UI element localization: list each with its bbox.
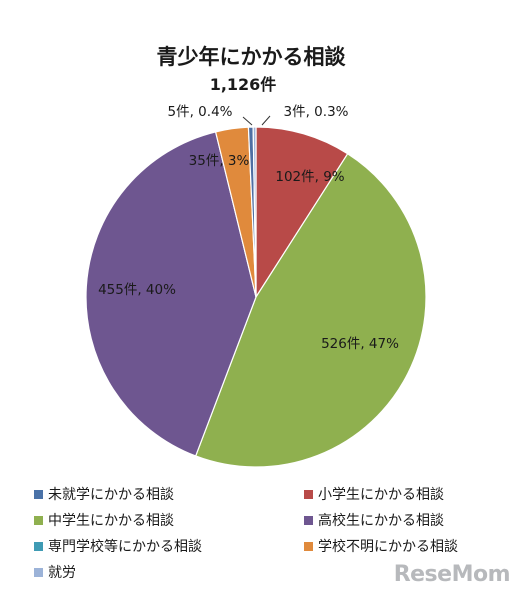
pie-slice	[85, 131, 257, 457]
legend-swatch	[34, 516, 43, 525]
legend-swatch	[34, 542, 43, 551]
data-labels: 102件, 9% 526件, 47% 455件, 40% 35件, 3% 5件, 0.4…	[98, 104, 399, 352]
chart-subtitle: 1,126件	[210, 75, 277, 94]
legend-label: 小学生にかかる相談	[318, 487, 444, 503]
legend-label: 学校不明にかかる相談	[318, 538, 458, 555]
chart-title: 青少年にかかる相談	[157, 45, 347, 69]
legend-item: 未就学にかかる相談	[34, 487, 174, 503]
data-label: 102件, 9%	[275, 169, 344, 185]
legend-item: 就労	[34, 565, 76, 581]
pie-slice	[255, 126, 349, 300]
data-label: 5件, 0.4%	[168, 104, 233, 120]
legend-swatch	[304, 516, 313, 525]
legend-label: 高校生にかかる相談	[318, 512, 444, 529]
legend-item: 高校生にかかる相談	[304, 512, 444, 529]
pie-slice	[194, 152, 427, 468]
leader-line	[242, 116, 253, 126]
legend-item: 学校不明にかかる相談	[304, 538, 458, 555]
data-label: 455件, 40%	[98, 282, 176, 298]
legend-swatch	[34, 568, 43, 577]
leader-lines	[242, 115, 271, 126]
leader-line	[261, 115, 271, 126]
legend-label: 中学生にかかる相談	[48, 513, 174, 529]
legend-label: 就労	[48, 565, 76, 581]
data-label: 35件, 3%	[189, 153, 250, 169]
watermark-text: ReseMom	[393, 562, 511, 587]
data-label: 3件, 0.3%	[284, 104, 349, 120]
legend-label: 未就学にかかる相談	[48, 487, 174, 503]
pie-slice	[252, 126, 257, 298]
legend-swatch	[304, 490, 313, 499]
legend-swatch	[34, 490, 43, 499]
pie-slices	[85, 126, 427, 468]
legend-item: 中学生にかかる相談	[34, 513, 174, 529]
legend-label: 専門学校等にかかる相談	[48, 538, 202, 555]
legend-swatch	[304, 542, 313, 551]
legend-item: 小学生にかかる相談	[304, 487, 444, 503]
watermark-logo: ReseMom	[393, 562, 511, 587]
legend-item: 専門学校等にかかる相談	[34, 538, 202, 555]
data-label: 526件, 47%	[321, 336, 399, 352]
